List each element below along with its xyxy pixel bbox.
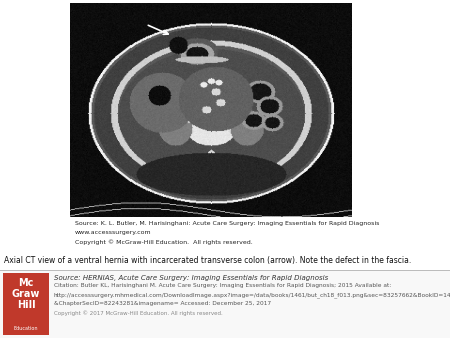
Text: Source: HERNIAS, Acute Care Surgery: Imaging Essentials for Rapid Diagnosis: Source: HERNIAS, Acute Care Surgery: Ima… — [54, 274, 328, 281]
Text: Axial CT view of a ventral hernia with incarcerated transverse colon (arrow). No: Axial CT view of a ventral hernia with i… — [4, 256, 411, 265]
Text: Graw: Graw — [12, 289, 40, 299]
Text: Hill: Hill — [17, 300, 35, 310]
Text: &ChapterSecID=82243281&imagename= Accessed: December 25, 2017: &ChapterSecID=82243281&imagename= Access… — [54, 301, 271, 307]
Text: Source: K. L. Butler, M. Harisinghani: Acute Care Surgery: Imaging Essentials fo: Source: K. L. Butler, M. Harisinghani: A… — [75, 221, 379, 226]
Text: Copyright © McGraw-Hill Education.  All rights reserved.: Copyright © McGraw-Hill Education. All r… — [75, 239, 252, 245]
Text: www.accesssurgery.com: www.accesssurgery.com — [75, 230, 151, 235]
FancyBboxPatch shape — [3, 273, 49, 335]
Bar — [0, 270, 450, 338]
Text: Citation: Butler KL, Harisinghani M. Acute Care Surgery: Imaging Essentials for : Citation: Butler KL, Harisinghani M. Acu… — [54, 283, 391, 288]
Text: Copyright © 2017 McGraw-Hill Education. All rights reserved.: Copyright © 2017 McGraw-Hill Education. … — [54, 310, 223, 316]
Text: Education: Education — [14, 326, 38, 331]
Text: http://accesssurgery.mhmedical.com/DownloadImage.aspx?image=/data/books/1461/but: http://accesssurgery.mhmedical.com/Downl… — [54, 292, 450, 298]
Text: Mc: Mc — [18, 279, 34, 288]
